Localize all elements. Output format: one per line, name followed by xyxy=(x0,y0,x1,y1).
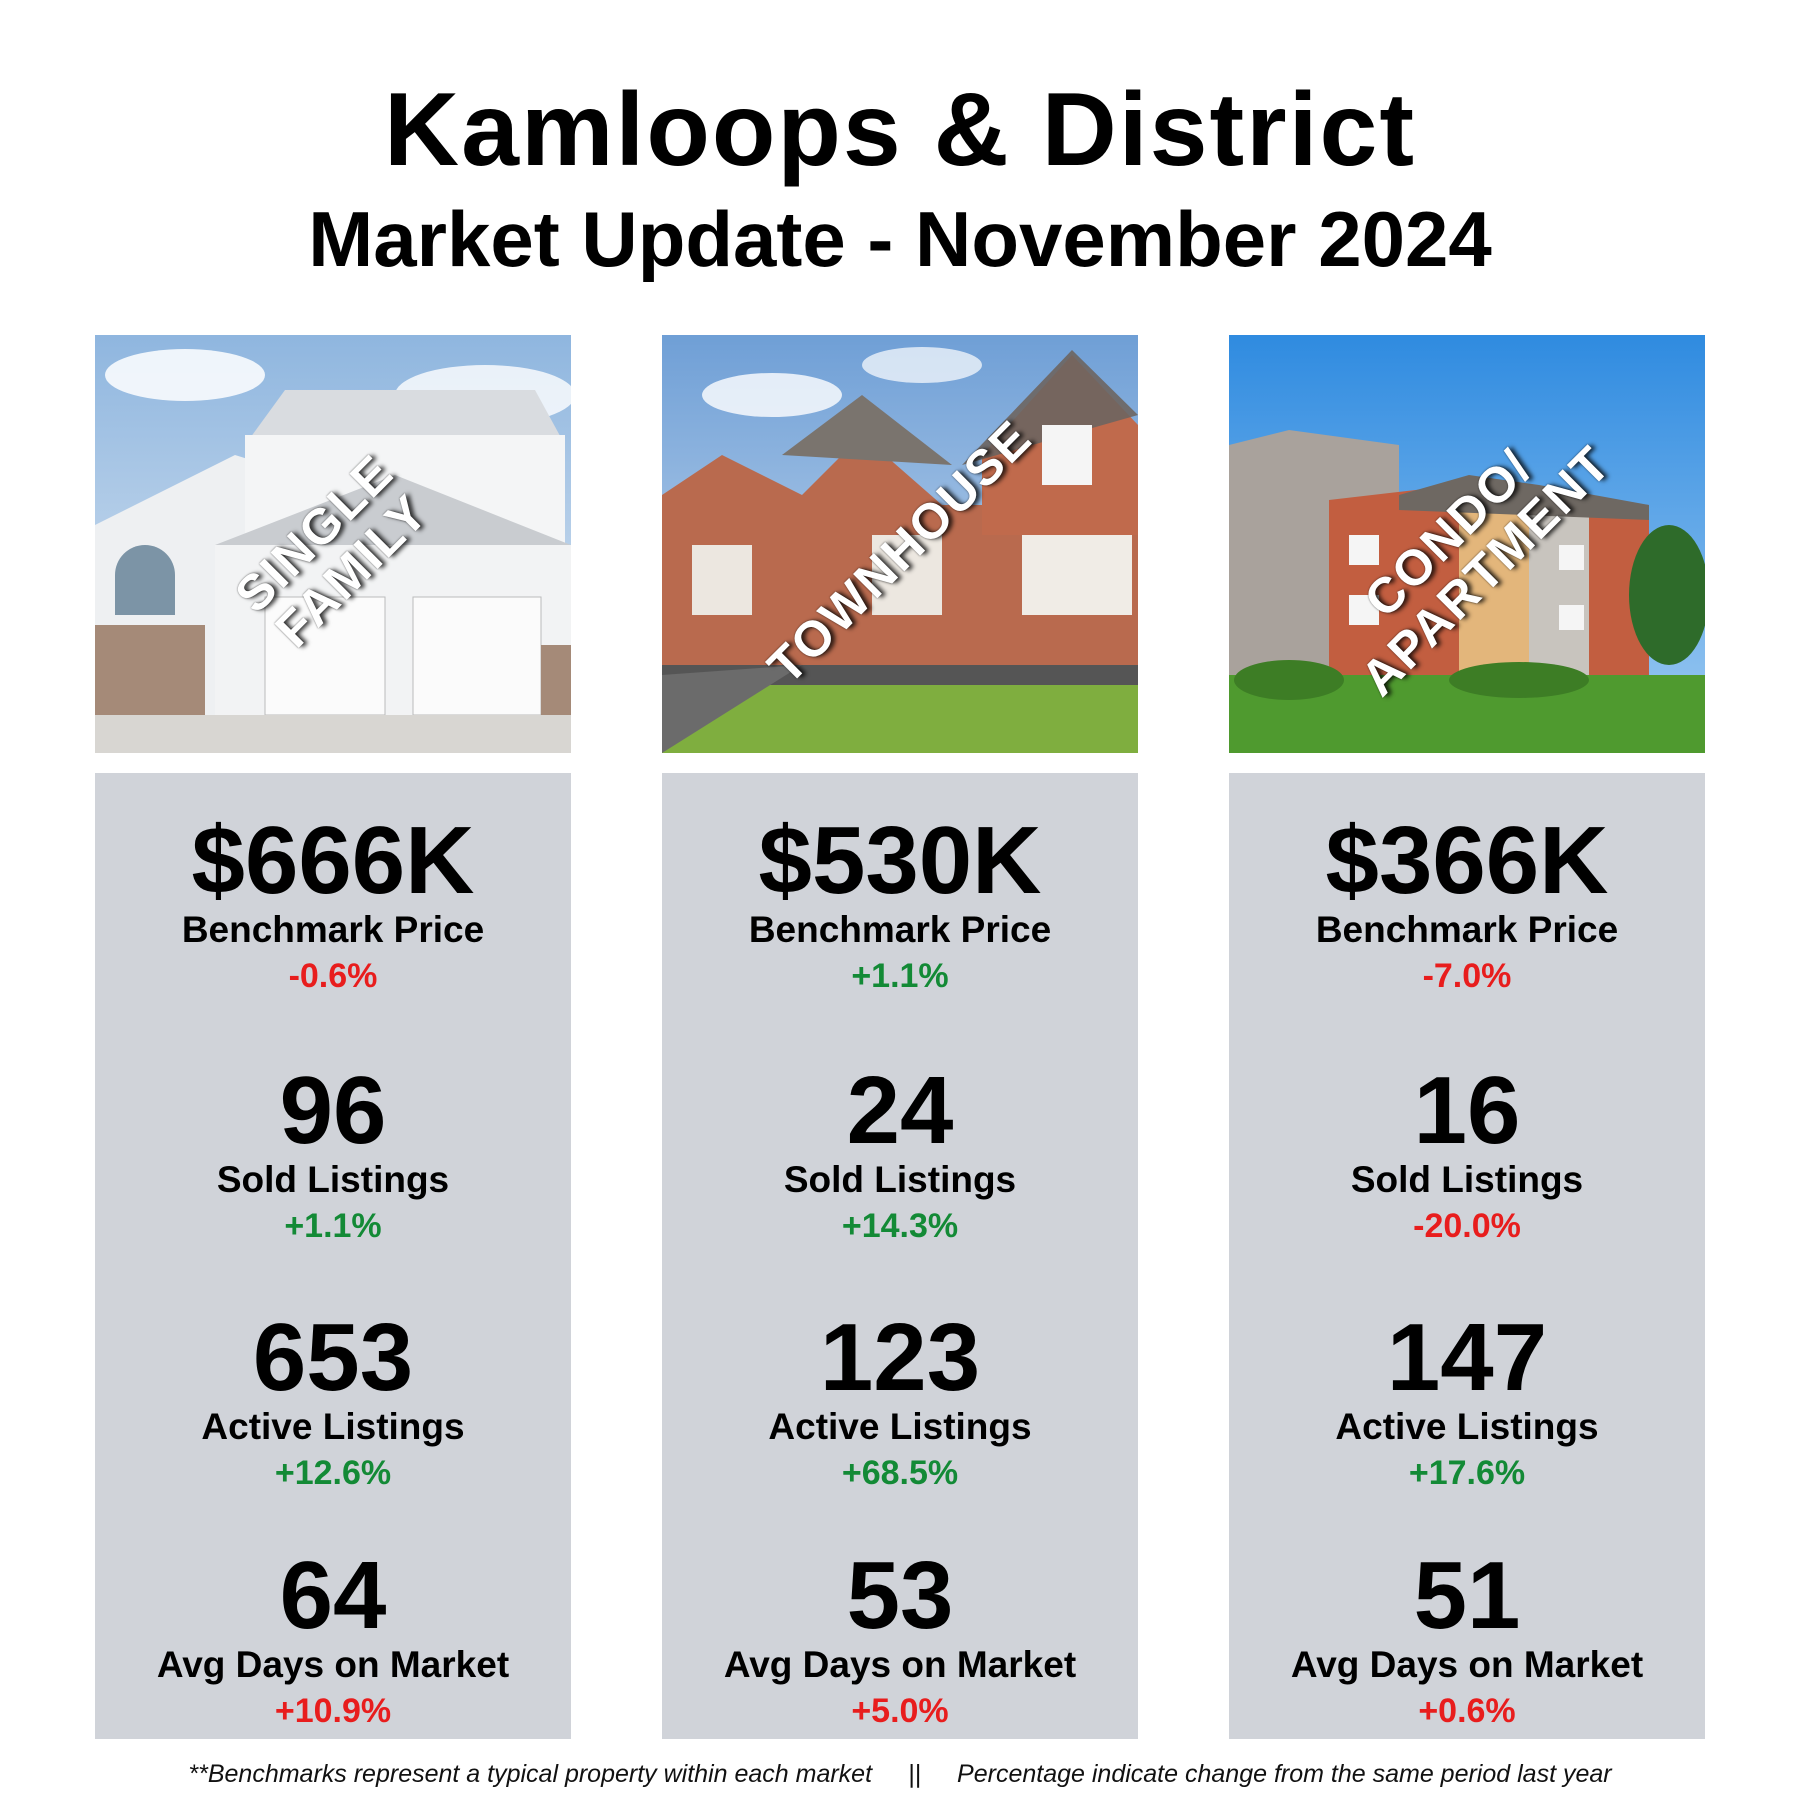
footnote-benchmarks: **Benchmarks represent a typical propert… xyxy=(188,1760,873,1788)
condo-photo: CONDO/ APARTMENT xyxy=(1229,335,1705,753)
active-listings-stat: 147 Active Listings +17.6% xyxy=(1229,1310,1705,1494)
footnote-percentages: Percentage indicate change from the same… xyxy=(957,1760,1612,1788)
sold-listings-stat: 96 Sold Listings +1.1% xyxy=(95,1063,571,1247)
avg-days-stat: 64 Avg Days on Market +10.9% xyxy=(95,1548,571,1732)
stat-change: +10.9% xyxy=(274,1691,392,1730)
stat-label: Active Listings xyxy=(768,1406,1032,1447)
stat-value: $530K xyxy=(758,807,1042,914)
active-listings-stat: 653 Active Listings +12.6% xyxy=(95,1310,571,1494)
stat-value: $666K xyxy=(191,807,475,914)
page-title: Kamloops & District xyxy=(384,72,1416,188)
stat-value: $366K xyxy=(1325,807,1609,914)
single-family-column: SINGLE FAMILY $666K Benchmark Price -0.6… xyxy=(95,335,571,1739)
footnote-separator: || xyxy=(908,1760,922,1788)
stat-value: 96 xyxy=(279,1057,387,1164)
avg-days-stat: 53 Avg Days on Market +5.0% xyxy=(662,1548,1138,1732)
stat-change: +12.6% xyxy=(274,1453,392,1492)
stat-value: 51 xyxy=(1413,1542,1521,1649)
condo-stats-panel: $366K Benchmark Price -7.0% 16 Sold List… xyxy=(1229,773,1705,1739)
stat-label: Benchmark Price xyxy=(748,909,1052,950)
single-family-photo: SINGLE FAMILY xyxy=(95,335,571,753)
benchmark-price-stat: $666K Benchmark Price -0.6% xyxy=(95,813,571,997)
stat-label: Active Listings xyxy=(201,1406,465,1447)
stat-change: -20.0% xyxy=(1413,1206,1521,1245)
stat-value: 653 xyxy=(252,1304,414,1411)
townhouse-stats-panel: $530K Benchmark Price +1.1% 24 Sold List… xyxy=(662,773,1138,1739)
stat-value: 64 xyxy=(279,1542,387,1649)
stat-change: +1.1% xyxy=(284,1206,382,1245)
benchmark-price-stat: $366K Benchmark Price -7.0% xyxy=(1229,813,1705,997)
stat-label: Sold Listings xyxy=(783,1159,1017,1200)
stat-label: Active Listings xyxy=(1335,1406,1599,1447)
stat-change: -0.6% xyxy=(288,956,378,995)
stat-change: +5.0% xyxy=(851,1691,949,1730)
sold-listings-stat: 16 Sold Listings -20.0% xyxy=(1229,1063,1705,1247)
stat-label: Avg Days on Market xyxy=(156,1644,510,1685)
stat-label: Benchmark Price xyxy=(181,909,485,950)
avg-days-stat: 51 Avg Days on Market +0.6% xyxy=(1229,1548,1705,1732)
stat-change: +17.6% xyxy=(1408,1453,1526,1492)
stat-label: Avg Days on Market xyxy=(723,1644,1077,1685)
single-family-stats-panel: $666K Benchmark Price -0.6% 96 Sold List… xyxy=(95,773,571,1739)
stat-label: Avg Days on Market xyxy=(1290,1644,1644,1685)
stat-label: Sold Listings xyxy=(216,1159,450,1200)
page-subtitle: Market Update - November 2024 xyxy=(308,195,1492,283)
active-listings-stat: 123 Active Listings +68.5% xyxy=(662,1310,1138,1494)
stat-label: Benchmark Price xyxy=(1315,909,1619,950)
condo-column: CONDO/ APARTMENT $366K Benchmark Price -… xyxy=(1229,335,1705,1739)
stat-change: -7.0% xyxy=(1422,956,1512,995)
townhouse-photo: TOWNHOUSE xyxy=(662,335,1138,753)
stat-value: 53 xyxy=(846,1542,954,1649)
footnote: **Benchmarks represent a typical propert… xyxy=(0,1760,1800,1789)
stat-change: +68.5% xyxy=(841,1453,959,1492)
benchmark-price-stat: $530K Benchmark Price +1.1% xyxy=(662,813,1138,997)
sold-listings-stat: 24 Sold Listings +14.3% xyxy=(662,1063,1138,1247)
stat-change: +0.6% xyxy=(1418,1691,1516,1730)
stat-label: Sold Listings xyxy=(1350,1159,1584,1200)
townhouse-column: TOWNHOUSE $530K Benchmark Price +1.1% 24… xyxy=(662,335,1138,1739)
stat-value: 147 xyxy=(1386,1304,1548,1411)
stat-value: 24 xyxy=(846,1057,954,1164)
stat-change: +1.1% xyxy=(851,956,949,995)
stat-value: 16 xyxy=(1413,1057,1521,1164)
stat-value: 123 xyxy=(819,1304,981,1411)
stat-change: +14.3% xyxy=(841,1206,959,1245)
